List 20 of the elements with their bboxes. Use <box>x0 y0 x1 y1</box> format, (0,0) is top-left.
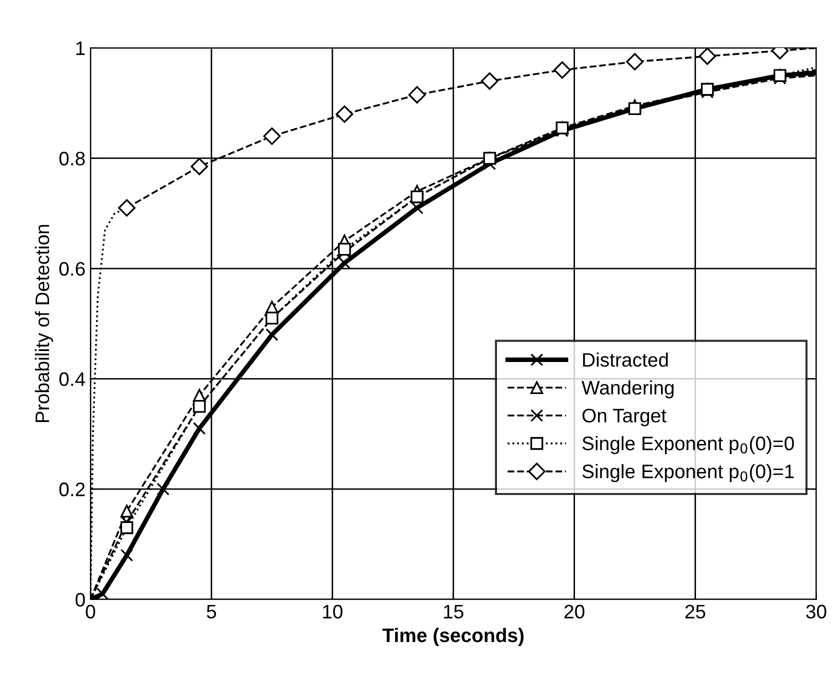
x-axis-title: Time (seconds) <box>382 628 524 646</box>
x-tick-label: 15 <box>444 604 464 619</box>
legend-label: Distracted <box>583 352 668 367</box>
x-tick-label: 10 <box>323 604 342 619</box>
y-tick-label: 0.4 <box>59 372 86 386</box>
y-axis-title: Probability of Detection <box>34 224 54 422</box>
x-tick-label: 5 <box>206 604 216 619</box>
legend-label: Single Exponent p$_{0}$(0)=0 <box>582 436 794 454</box>
y-tick-label: 0.2 <box>59 482 85 496</box>
x-tick-label: 20 <box>564 604 584 619</box>
x-tick-label: 0 <box>86 604 96 619</box>
y-tick-label: 0.8 <box>59 152 85 166</box>
legend-label: Wandering <box>582 380 674 398</box>
y-tick-label: 0 <box>76 592 85 607</box>
y-tick-label: 0.6 <box>59 262 85 276</box>
y-tick-label: 1 <box>76 42 85 55</box>
legend-label: Single Exponent p$_{0}$(0)=1 <box>582 464 794 482</box>
legend-label: On Target <box>582 408 666 426</box>
x-tick-label: 25 <box>685 604 706 619</box>
x-tick-label: 30 <box>806 604 826 619</box>
